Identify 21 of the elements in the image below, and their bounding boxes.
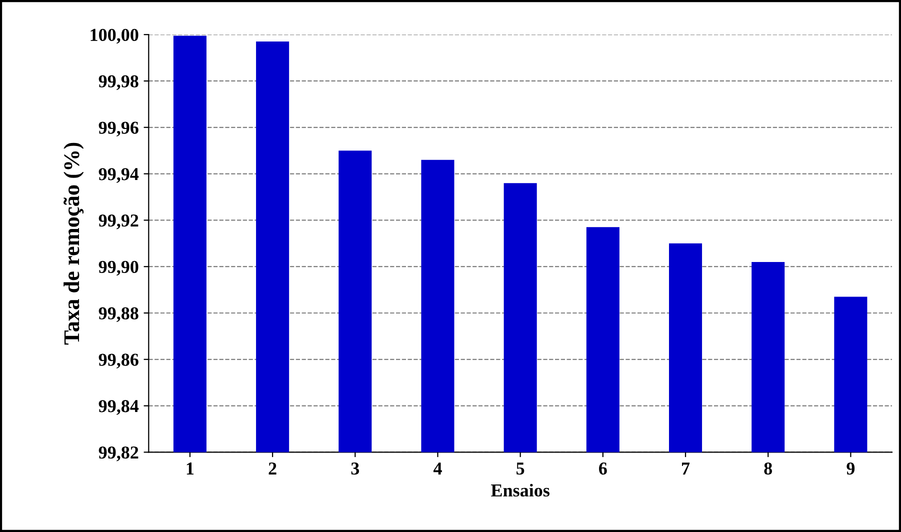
x-tick-label: 1 [186, 462, 194, 474]
x-tick-label: 4 [433, 462, 442, 474]
x-tick-label: 7 [682, 462, 690, 474]
x-axis-title: Ensaios [491, 484, 550, 497]
y-tick-label: 99,90 [98, 260, 138, 276]
y-tick-label: 99,84 [98, 400, 139, 415]
y-tick-label: 99,86 [98, 354, 138, 368]
y-tick-label: 100,00 [90, 28, 138, 44]
x-tick-label: 6 [599, 462, 607, 475]
x-tick-label: 2 [268, 462, 276, 474]
y-tick-label: 99,92 [98, 214, 138, 230]
x-tick-label: 3 [351, 462, 360, 475]
y-tick-label: 99,96 [98, 122, 138, 136]
y-tick-label: 99,82 [98, 446, 138, 462]
y-tick-label: 99,94 [98, 168, 139, 183]
x-tick-label: 9 [846, 462, 855, 475]
x-tick-label: 8 [764, 462, 772, 475]
x-tick-label: 5 [516, 462, 524, 475]
y-axis-title: Taxa de remoção (%) [64, 142, 84, 345]
y-tick-label: 99,88 [98, 307, 138, 322]
y-tick-label: 99,98 [98, 75, 138, 90]
